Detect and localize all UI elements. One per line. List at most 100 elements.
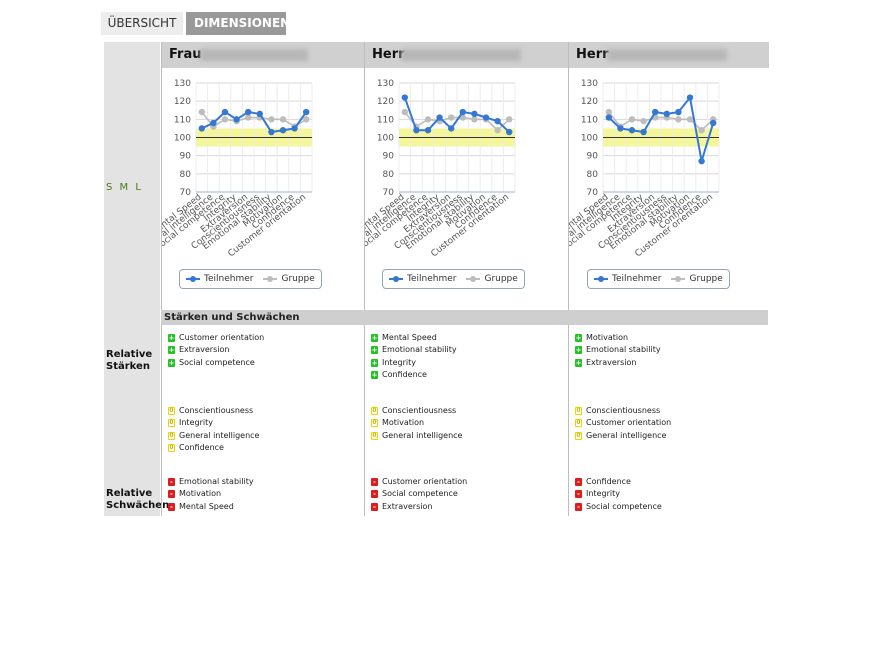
strengths-list: + Mental Speed + Emotional stability + Integr…: [371, 332, 457, 381]
legend-marker-icon: [186, 276, 200, 282]
y-tick-label: 70: [383, 188, 395, 198]
list-item: - Integrity: [575, 488, 662, 500]
legend-item-teilnehmer[interactable]: Teilnehmer: [186, 274, 253, 284]
list-item: + Mental Speed: [371, 332, 457, 344]
strengths-row-label: Relative Stärken: [106, 349, 152, 373]
list-item-label: Mental Speed: [179, 501, 234, 511]
neutral-badge-icon: 0: [371, 431, 378, 440]
data-point-gruppe: [221, 116, 229, 123]
data-point-gruppe: [675, 116, 682, 123]
data-point-teilnehmer: [628, 127, 636, 134]
series-line-gruppe: [404, 111, 510, 132]
legend-marker-icon: [466, 276, 481, 282]
list-item-label: Extraversion: [586, 357, 637, 367]
list-item: - Social competence: [575, 501, 662, 513]
person-salutation: Herr: [372, 47, 405, 62]
data-point-gruppe: [401, 108, 408, 116]
data-point-teilnehmer: [652, 108, 659, 116]
legend-item-gruppe[interactable]: Gruppe: [466, 274, 518, 284]
y-tick-label: 120: [174, 97, 191, 107]
minus-badge-icon: -: [168, 478, 175, 487]
legend-item-teilnehmer[interactable]: Teilnehmer: [594, 274, 661, 284]
tab-overview[interactable]: ÜBERSICHT: [101, 12, 183, 35]
tab-dimensions[interactable]: DIMENSIONEN: [186, 12, 290, 35]
plus-badge-icon: +: [371, 371, 378, 380]
list-item: - Confidence: [575, 476, 662, 488]
list-item: - Extraversion: [371, 501, 467, 513]
neutral-badge-icon: 0: [575, 431, 582, 440]
data-point-teilnehmer: [459, 108, 466, 116]
list-item: 0 Customer orientation: [575, 417, 671, 429]
list-item-label: Customer orientation: [586, 418, 672, 428]
data-point-teilnehmer: [413, 127, 420, 134]
plus-badge-icon: +: [168, 346, 175, 355]
neutral-badge-icon: 0: [371, 419, 378, 428]
list-item: 0 Conscientiousness: [575, 405, 671, 417]
list-item: + Confidence: [371, 369, 457, 381]
person-name-redacted: [401, 49, 521, 61]
data-point-teilnehmer: [221, 108, 229, 116]
strengths-row-label-text: Relative Stärken: [106, 349, 153, 372]
list-item-label: Social competence: [382, 489, 458, 499]
y-tick-label: 120: [581, 97, 598, 107]
data-point-gruppe: [303, 116, 310, 123]
legend-label: Gruppe: [689, 274, 723, 284]
size-selector-sml[interactable]: S M L: [106, 182, 143, 193]
data-point-teilnehmer: [663, 110, 670, 118]
chart-legend: Teilnehmer Gruppe: [587, 269, 730, 289]
list-item-label: Emotional stability: [382, 345, 457, 355]
neutral-badge-icon: 0: [575, 419, 582, 428]
data-point-teilnehmer: [279, 127, 287, 134]
person-name-redacted: [607, 49, 727, 61]
person-column-2: Herr 70 80 90 100 110 120 130 Mental Speed Gener…: [364, 42, 569, 516]
list-item-label: Integrity: [586, 489, 620, 499]
data-point-teilnehmer: [233, 116, 240, 123]
data-point-teilnehmer: [482, 114, 490, 121]
minus-badge-icon: -: [575, 502, 582, 511]
data-point-gruppe: [198, 108, 205, 116]
data-point-teilnehmer: [448, 125, 455, 132]
legend-item-gruppe[interactable]: Gruppe: [263, 274, 315, 284]
data-point-gruppe: [245, 114, 252, 121]
data-point-gruppe: [424, 116, 432, 123]
plus-badge-icon: +: [371, 346, 378, 355]
list-item-label: Social competence: [179, 357, 255, 367]
list-item: 0 General intelligence: [168, 430, 259, 442]
list-item-label: General intelligence: [382, 430, 463, 440]
list-item: - Motivation: [168, 488, 254, 500]
legend-item-teilnehmer[interactable]: Teilnehmer: [389, 274, 456, 284]
list-item-label: Extraversion: [382, 501, 433, 511]
list-item: 0 Conscientiousness: [371, 405, 462, 417]
series-line-gruppe: [201, 111, 307, 128]
person-header: Herr: [569, 42, 769, 68]
y-tick-label: 100: [581, 134, 598, 144]
list-item-label: General intelligence: [586, 430, 667, 440]
data-point-teilnehmer: [494, 117, 501, 125]
neutral-list: 0 Conscientiousness 0 Customer orientation 0…: [575, 405, 671, 442]
list-item-label: Integrity: [179, 418, 213, 428]
data-point-gruppe: [268, 116, 275, 123]
neutral-list: 0 Conscientiousness 0 Motivation 0 General in…: [371, 405, 462, 442]
list-item: 0 Conscientiousness: [168, 405, 259, 417]
list-item: 0 General intelligence: [371, 430, 462, 442]
neutral-badge-icon: 0: [371, 407, 378, 416]
data-point-teilnehmer: [698, 157, 705, 165]
data-point-gruppe: [686, 116, 694, 123]
list-item: + Motivation: [575, 332, 661, 344]
row-label-column: [104, 42, 160, 516]
minus-badge-icon: -: [168, 490, 175, 499]
weaknesses-list: - Confidence - Integrity - Social competence: [575, 476, 662, 513]
data-point-gruppe: [279, 116, 287, 123]
person-header: Frau: [162, 42, 365, 68]
data-point-teilnehmer: [506, 128, 513, 136]
legend-label: Teilnehmer: [407, 274, 457, 284]
list-item-label: Emotional stability: [586, 345, 661, 355]
list-item: + Integrity: [371, 357, 457, 369]
data-point-gruppe: [494, 127, 501, 134]
data-point-teilnehmer: [436, 114, 443, 121]
list-item: 0 General intelligence: [575, 430, 671, 442]
legend-item-gruppe[interactable]: Gruppe: [671, 274, 723, 284]
weaknesses-list: - Customer orientation - Social competence -…: [371, 476, 467, 513]
y-tick-label: 90: [587, 152, 599, 162]
